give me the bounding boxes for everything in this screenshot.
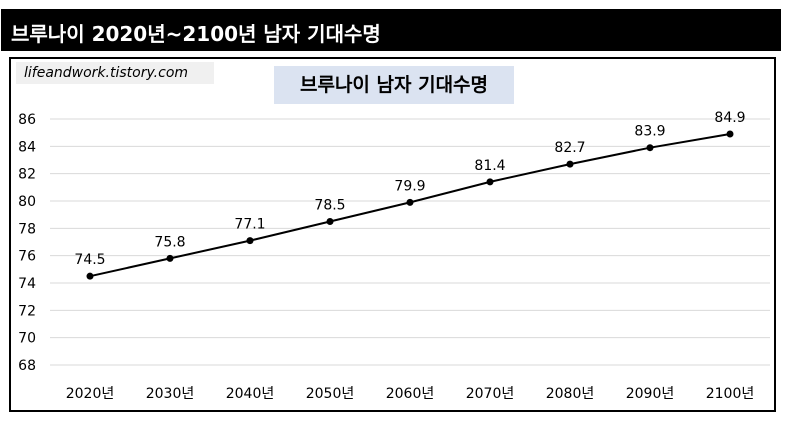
data-labels: 74.5 75.8 77.1 78.5 79.9 81.4 82.7 83.9 84.9 (74, 110, 745, 268)
y-tick-label: 84 (18, 139, 36, 155)
x-tick-label: 2080년 (546, 386, 595, 402)
data-point (86, 272, 94, 280)
y-tick-label: 82 (18, 167, 36, 183)
x-tick-label: 2060년 (386, 386, 435, 402)
data-label: 79.9 (394, 178, 425, 194)
y-tick-label: 86 (18, 112, 36, 128)
data-label: 78.5 (314, 198, 345, 214)
data-point (566, 160, 574, 168)
data-label: 82.7 (554, 140, 585, 156)
y-tick-label: 72 (18, 303, 36, 319)
x-tick-label: 2050년 (306, 386, 355, 402)
y-tick-labels: 68 70 72 74 76 78 80 82 84 86 (18, 112, 36, 374)
x-tick-label: 2100년 (706, 386, 755, 402)
data-point (326, 218, 334, 225)
y-tick-label: 68 (18, 358, 36, 374)
watermark: lifeandwork.tistory.com (16, 62, 214, 84)
data-label: 74.5 (74, 252, 105, 268)
chart-frame (9, 57, 776, 412)
data-points (86, 130, 734, 280)
y-tick-label: 74 (18, 276, 36, 292)
x-tick-labels: 2020년 2030년 2040년 2050년 2060년 2070년 2080년 2090년… (66, 386, 755, 402)
y-tick-label: 76 (18, 249, 36, 265)
y-tick-label: 70 (18, 331, 36, 347)
x-tick-label: 2090년 (626, 386, 675, 402)
data-point (166, 254, 174, 262)
x-tick-label: 2020년 (66, 386, 115, 402)
x-tick-label: 2070년 (466, 386, 515, 402)
x-tick-label: 2030년 (146, 386, 195, 402)
data-point (726, 130, 734, 138)
data-label: 81.4 (474, 158, 505, 174)
x-tick-label: 2040년 (226, 386, 275, 402)
data-point (246, 237, 254, 245)
data-point (646, 144, 654, 152)
data-label: 77.1 (234, 217, 265, 233)
data-point (406, 198, 414, 206)
y-tick-label: 80 (18, 194, 36, 210)
y-tick-label: 78 (18, 221, 36, 237)
data-label: 84.9 (714, 110, 745, 126)
chart-title: 브루나이 남자 기대수명 (274, 66, 514, 104)
data-point (486, 178, 494, 186)
page-title: 브루나이 2020년~2100년 남자 기대수명 (11, 22, 381, 46)
title-bar: 브루나이 2020년~2100년 남자 기대수명 (1, 9, 781, 51)
data-label: 83.9 (634, 124, 665, 140)
data-label: 75.8 (154, 234, 185, 250)
